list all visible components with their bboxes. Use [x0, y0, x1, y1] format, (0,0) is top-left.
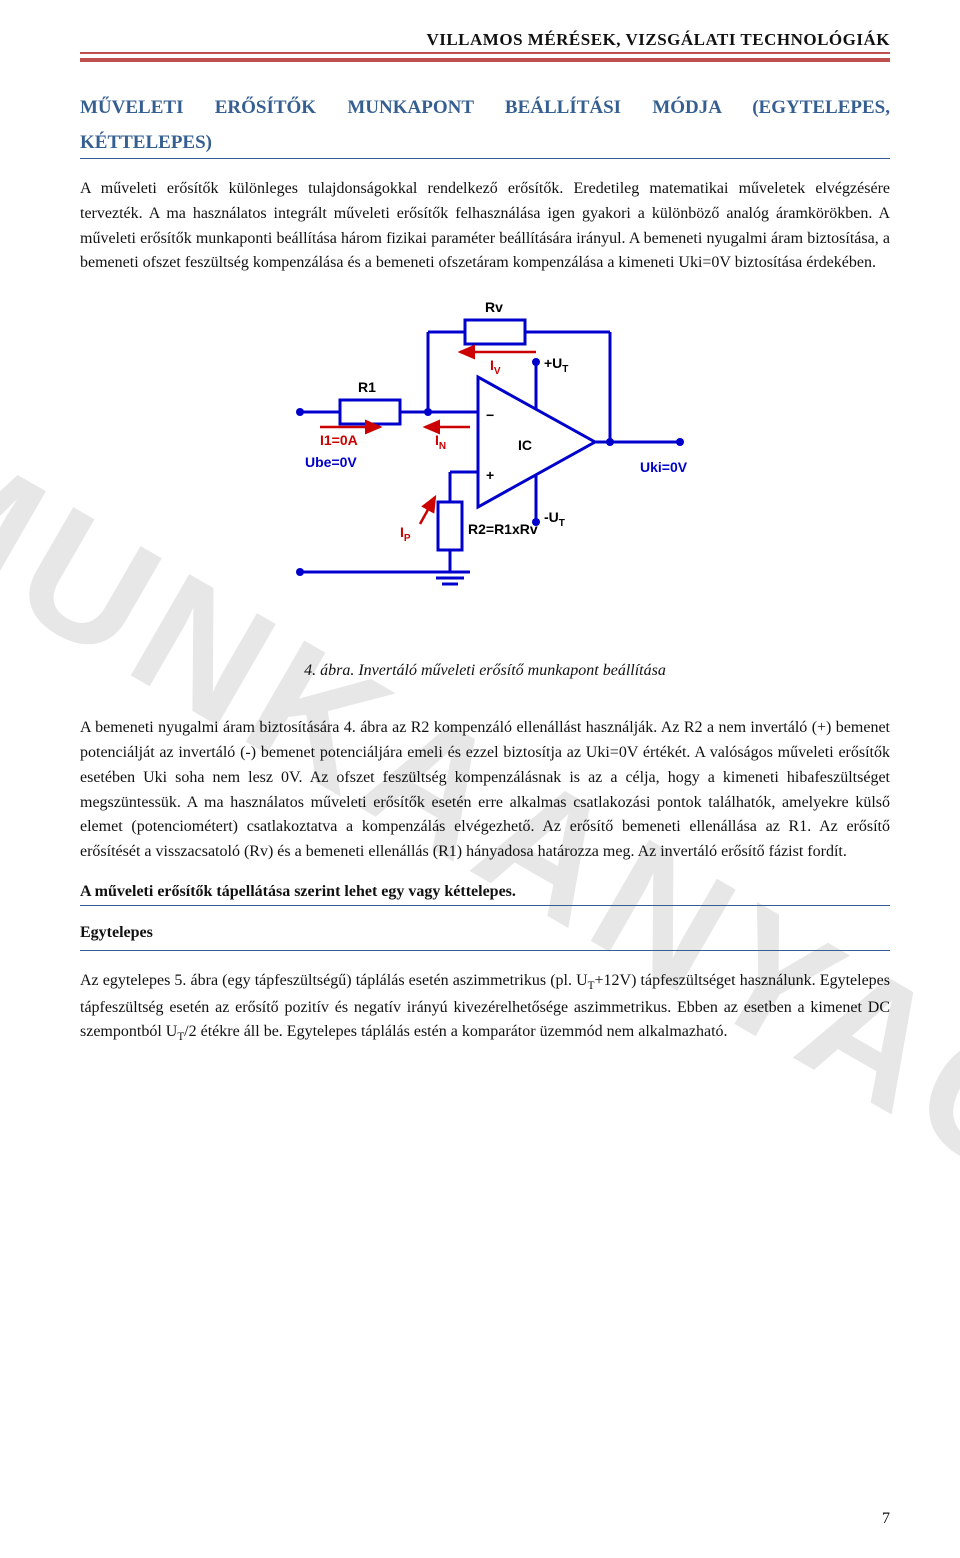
figure-4: Rv R1 IC − + +UT -UT: [80, 292, 890, 632]
label-iv: IV: [490, 357, 501, 377]
subheading-underline-1: [80, 905, 890, 906]
circuit-diagram: Rv R1 IC − + +UT -UT: [280, 292, 700, 592]
label-i1: I1=0A: [320, 432, 358, 448]
label-ube: Ube=0V: [305, 454, 357, 470]
label-ic: IC: [518, 437, 532, 453]
subheading-underline-2: [80, 950, 890, 951]
label-ip: IP: [400, 524, 411, 544]
subheading-single-supply: Egytelepes: [80, 924, 890, 942]
paragraph-1: A műveleti erősítők különleges tulajdons…: [80, 177, 890, 276]
header-rule-thin: [80, 52, 890, 54]
label-minus-ut: -UT: [544, 509, 565, 529]
label-r1: R1: [358, 379, 376, 395]
title-underline: [80, 158, 890, 159]
page-number: 7: [882, 1510, 890, 1528]
label-uki: Uki=0V: [640, 459, 688, 475]
label-plus-ut: +UT: [544, 355, 568, 375]
label-rv: Rv: [485, 299, 503, 315]
paragraph-2: A bemeneti nyugalmi áram biztosítására 4…: [80, 716, 890, 865]
paragraph-3: Az egytelepes 5. ábra (egy tápfeszültség…: [80, 969, 890, 1047]
figure-4-caption: 4. ábra. Invertáló műveleti erősítő munk…: [80, 662, 890, 680]
label-r2: R2=R1xRv: [468, 521, 538, 537]
subheading-supply-types: A műveleti erősítők tápellátása szerint …: [80, 883, 890, 901]
header-rule-thick: [80, 58, 890, 62]
running-header: VILLAMOS MÉRÉSEK, VIZSGÁLATI TECHNOLÓGIÁ…: [80, 30, 890, 50]
section-title-line2: KÉTTELEPES): [80, 132, 890, 154]
label-minus: −: [486, 407, 494, 423]
label-plus: +: [486, 467, 494, 483]
section-title-line1: MŰVELETI ERŐSÍTŐK MUNKAPONT BEÁLLÍTÁSI M…: [80, 90, 890, 126]
label-in: IN: [435, 432, 446, 452]
